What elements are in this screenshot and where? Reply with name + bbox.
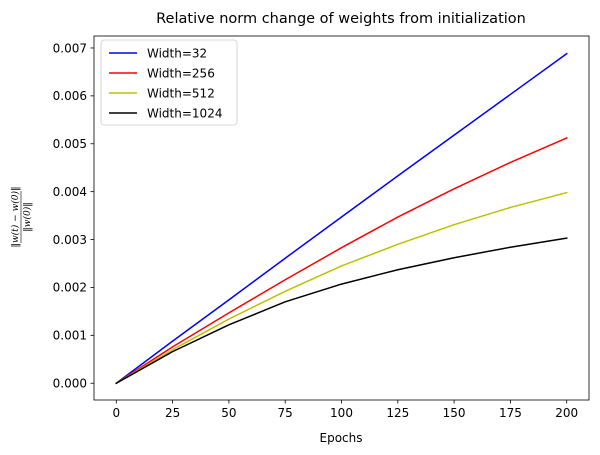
x-tick-label: 200 xyxy=(555,406,578,420)
legend: Width=32 Width=256 Width=512 Width=1024 xyxy=(100,39,238,126)
x-tick-label: 175 xyxy=(499,406,522,420)
legend-label-width-1024: Width=1024 xyxy=(147,106,222,120)
y-axis-label: ‖w(t) − w(0)‖ ‖w(0)‖ xyxy=(10,186,33,247)
legend-label-width-512: Width=512 xyxy=(147,86,215,100)
series-line-width-512 xyxy=(115,191,568,385)
y-tick-label: 0.001 xyxy=(53,329,87,343)
x-tick-label: 50 xyxy=(221,406,236,420)
series-layer xyxy=(115,52,568,385)
x-tick-label: 150 xyxy=(443,406,466,420)
legend-label-width-32: Width=32 xyxy=(147,46,207,60)
y-tick-label: 0.003 xyxy=(53,233,87,247)
axes-layer: 0 25 50 75 100 125 150 175 200 0.000 0.001 0.002 0.0… xyxy=(53,35,590,420)
svg-text:‖w(t) − w(0)‖: ‖w(t) − w(0)‖ xyxy=(10,186,21,247)
y-tick-label: 0.006 xyxy=(53,89,87,103)
legend-box xyxy=(100,39,238,126)
x-tick-label: 25 xyxy=(165,406,180,420)
x-axis-label: Epochs xyxy=(320,431,363,445)
series-line-width-256 xyxy=(115,137,568,385)
y-tick-label: 0.005 xyxy=(53,137,87,151)
x-tick-label: 125 xyxy=(386,406,409,420)
x-tick-label: 100 xyxy=(330,406,353,420)
chart-title: Relative norm change of weights from ini… xyxy=(156,11,526,27)
x-tick-label: 0 xyxy=(112,406,120,420)
y-tick-label: 0.002 xyxy=(53,281,87,295)
x-tick-label: 75 xyxy=(278,406,293,420)
series-line-width-1024 xyxy=(115,237,568,385)
y-tick-label: 0.000 xyxy=(53,377,87,391)
series-line-width-32 xyxy=(115,52,568,385)
y-tick-label: 0.004 xyxy=(53,185,87,199)
y-tick-label: 0.007 xyxy=(53,41,87,55)
svg-text:‖w(0)‖: ‖w(0)‖ xyxy=(22,202,33,231)
legend-label-width-256: Width=256 xyxy=(147,66,215,80)
